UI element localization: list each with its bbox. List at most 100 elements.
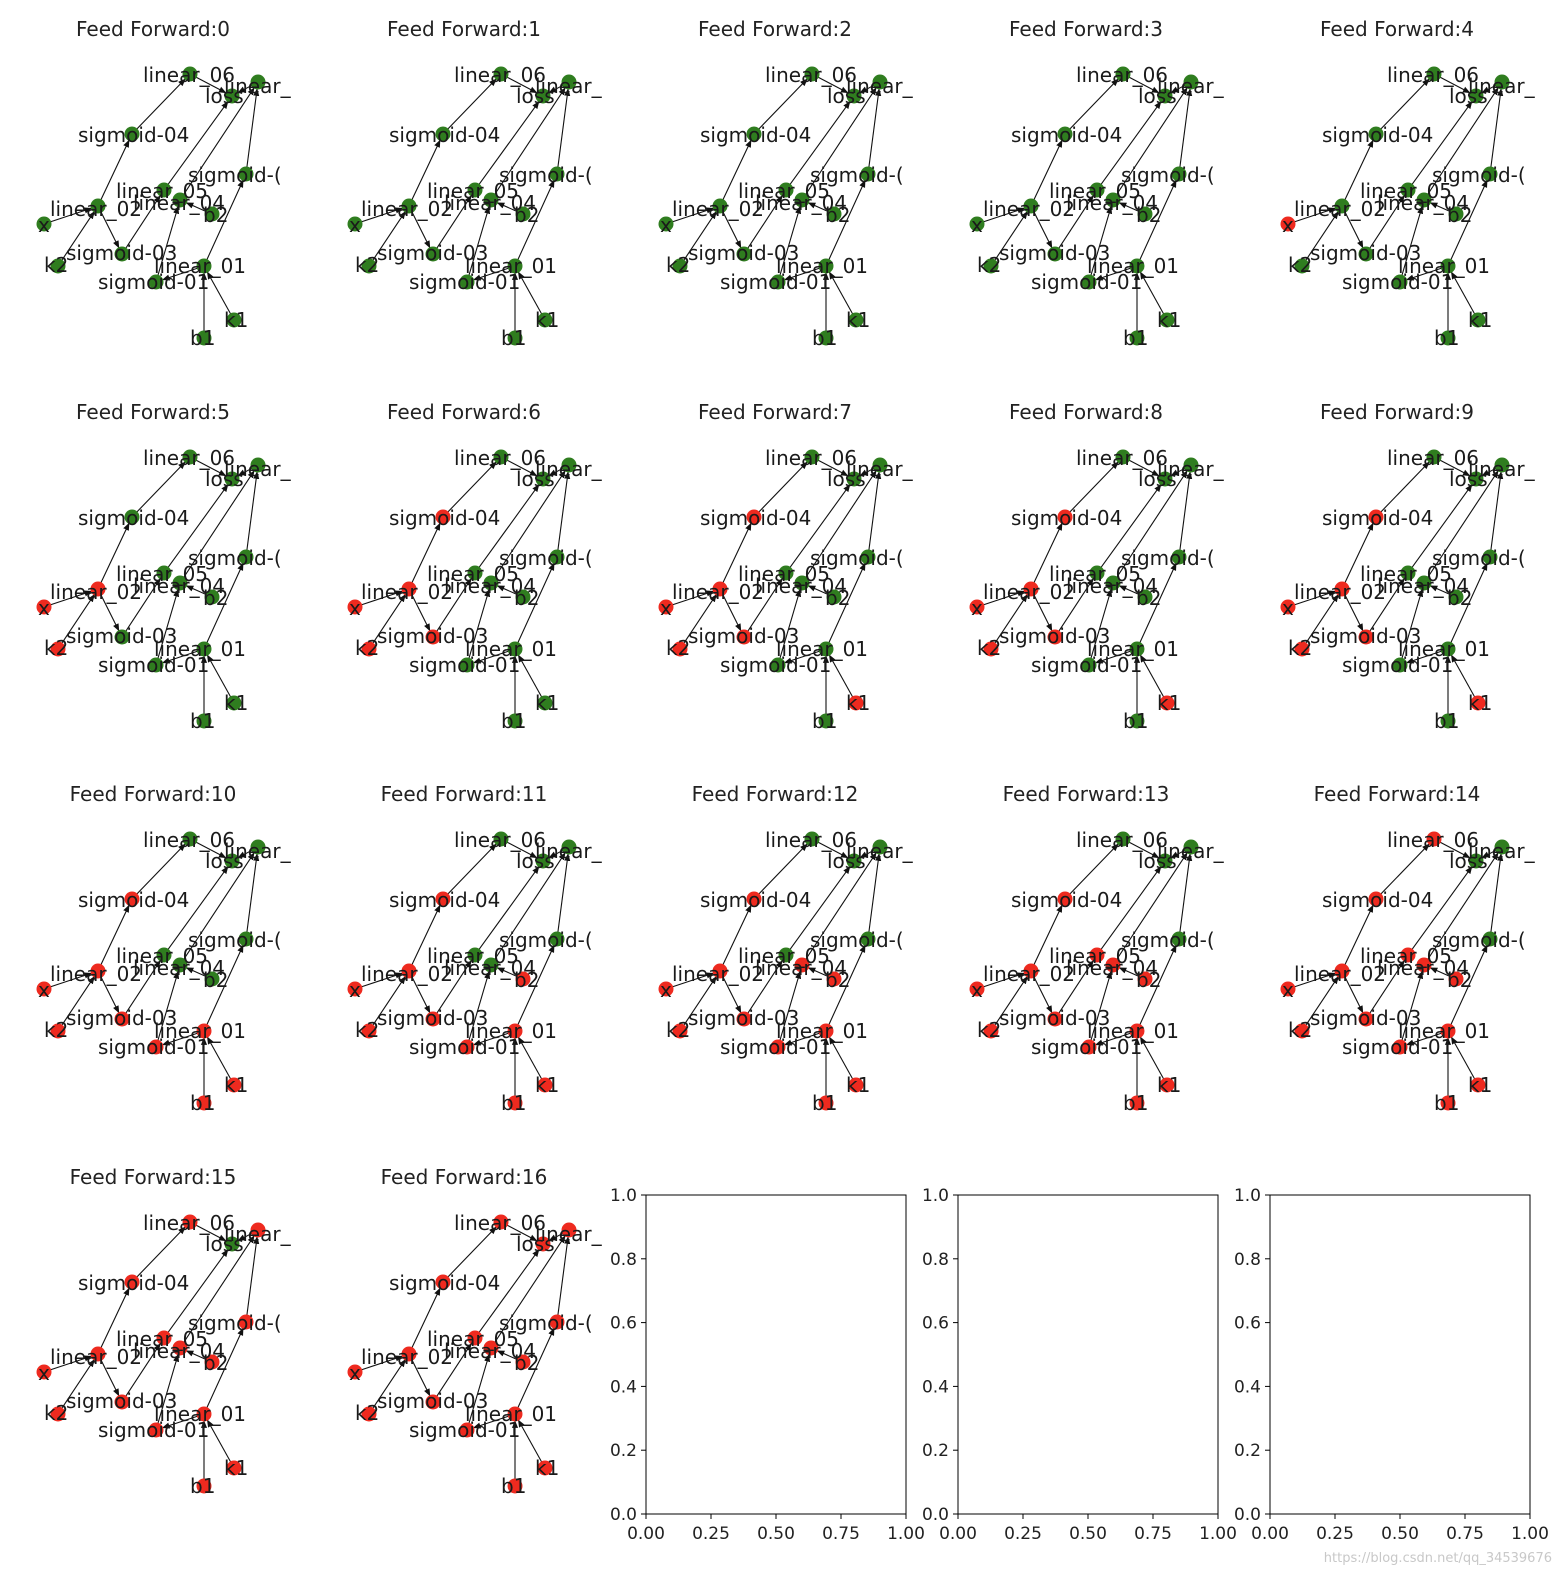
graph-node (1400, 947, 1416, 963)
node-label: sigmoid-( (810, 163, 904, 187)
node-label: sigmoid-01 (98, 270, 209, 294)
graph-node (1171, 166, 1187, 182)
graph-edge (206, 1327, 244, 1408)
node-label: b2 (514, 586, 539, 610)
graph-edge (805, 852, 877, 960)
node-label: linear_02 (1294, 962, 1386, 986)
graph-edge (494, 87, 566, 195)
graph-node (459, 1039, 475, 1055)
graph-edge (805, 87, 877, 195)
node-label: linear_05 (1049, 179, 1141, 203)
graph-edge (183, 87, 255, 195)
graph-node (818, 1023, 834, 1039)
graph-node (172, 575, 188, 591)
graph-node (50, 1023, 66, 1039)
node-label: loss (1449, 84, 1488, 108)
graph-edge (61, 211, 95, 261)
graph-edge (783, 267, 820, 281)
node-label: linear_ (224, 74, 292, 98)
graph-node (736, 1011, 752, 1027)
graph-node (549, 931, 565, 947)
graph-node (848, 695, 864, 711)
node-label: linear_04 (1377, 574, 1469, 598)
graph-node (561, 457, 577, 473)
node-label: k2 (44, 1401, 68, 1425)
graph-node (1416, 575, 1432, 591)
graph-edge (50, 972, 93, 988)
node-label: sigmoid-04 (389, 123, 500, 147)
graph-edge (1439, 76, 1471, 94)
graph-node (1368, 891, 1384, 907)
graph-edge (859, 467, 875, 477)
graph-panel: Feed Forward:4 x k2 linear_02 sigmoid-03 sigm… (1280, 17, 1536, 350)
graph-edge (783, 1032, 820, 1046)
graph-edge (1170, 467, 1186, 477)
graph-edge (672, 590, 715, 606)
graph-edge (206, 944, 244, 1025)
node-label: b2 (203, 968, 228, 992)
graph-edge (517, 562, 555, 643)
graph-node (561, 1222, 577, 1238)
graph-edge (161, 1032, 198, 1046)
node-label: linear_ (535, 1222, 603, 1246)
node-label: sigmoid-01 (98, 653, 209, 677)
graph-edge (758, 78, 808, 130)
node-label: k2 (666, 253, 690, 277)
graph-edge (1033, 977, 1053, 1014)
graph-node (1129, 1023, 1145, 1039)
graph-node (90, 198, 106, 214)
node-label: linear_ (535, 457, 603, 481)
graph-node (196, 330, 212, 346)
node-label: linear_04 (755, 191, 847, 215)
graph-node (1358, 1011, 1374, 1027)
node-label: sigmoid-03 (377, 1006, 488, 1030)
y-tick-label: 0.8 (922, 1250, 949, 1270)
graph-edge (167, 484, 229, 568)
node-label: sigmoid-03 (377, 1389, 488, 1413)
node-label: sigmoid-03 (66, 1006, 177, 1030)
node-label: k1 (224, 691, 248, 715)
graph-node (1392, 1039, 1408, 1055)
graph-edge (1090, 205, 1113, 276)
graph-node (1137, 971, 1153, 987)
node-label: linear_06 (143, 446, 235, 470)
y-tick-label: 0.6 (610, 1314, 637, 1334)
y-tick-label: 0.0 (1234, 1505, 1261, 1525)
graph-node (969, 599, 985, 615)
graph-node (182, 449, 198, 465)
node-label: b1 (1434, 326, 1459, 350)
graph-node (182, 66, 198, 82)
graph-edge (1170, 849, 1186, 859)
graph-node (347, 599, 363, 615)
graph-edge (468, 588, 491, 659)
graph-edge (161, 1415, 198, 1429)
panel-title: Feed Forward:3 (1009, 17, 1163, 41)
node-label: sigmoid-01 (1342, 270, 1453, 294)
node-label: linear_04 (755, 956, 847, 980)
graph-edge (496, 202, 517, 212)
node-label: linear_04 (444, 1339, 536, 1363)
node-label: b2 (514, 1351, 539, 1375)
node-label: b1 (1123, 709, 1148, 733)
panel-title: Feed Forward:0 (76, 17, 230, 41)
graph-node (1416, 192, 1432, 208)
node-label: linear_04 (133, 1339, 225, 1363)
x-tick-label: 0.50 (1069, 1524, 1107, 1544)
panel-title: Feed Forward:6 (387, 400, 541, 424)
node-label: x (38, 1361, 50, 1385)
graph-edge (1344, 595, 1364, 632)
graph-edge (1139, 1036, 1165, 1080)
graph-node (658, 599, 674, 615)
graph-node (1023, 581, 1039, 597)
node-label: b1 (501, 1091, 526, 1115)
graph-node (250, 839, 266, 855)
node-label: linear_04 (444, 574, 536, 598)
node-label: k2 (666, 1018, 690, 1042)
node-label: linear_01 (154, 637, 246, 661)
x-tick-label: 1.00 (1511, 1524, 1549, 1544)
graph-edge (494, 470, 566, 578)
graph-edge (683, 594, 717, 644)
graph-edge (517, 654, 543, 698)
graph-node (1468, 853, 1484, 869)
node-label: loss (205, 849, 244, 873)
